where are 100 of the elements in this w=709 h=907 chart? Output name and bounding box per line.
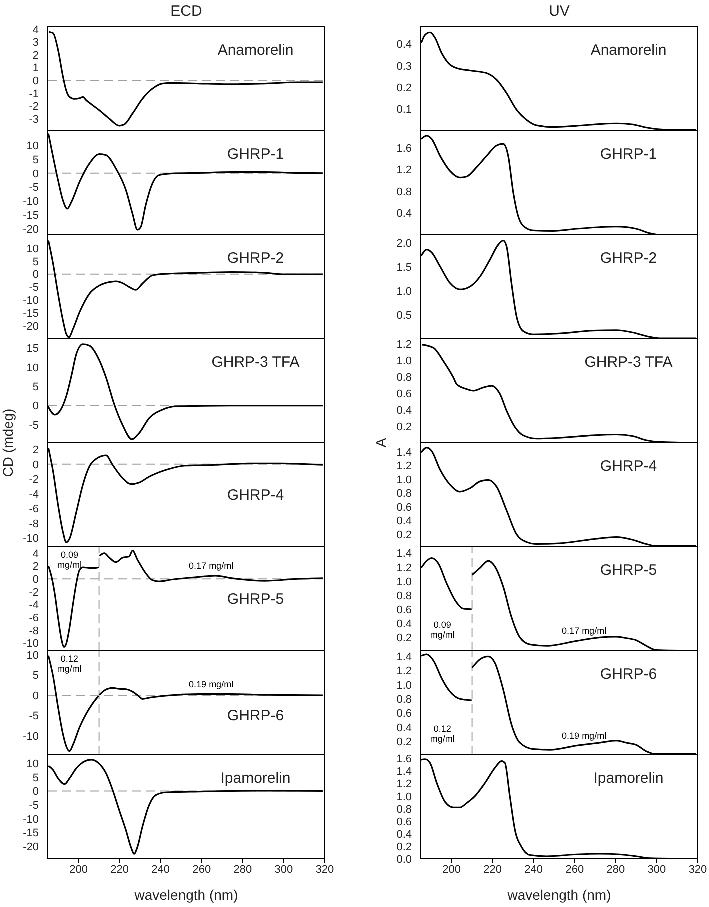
series-label: 0.12 mg/ml [57, 654, 82, 674]
y-tick-label: 0.6 [396, 502, 412, 514]
y-tick-label: 1.4 [396, 446, 412, 459]
y-tick-label: -10 [23, 730, 39, 743]
y-tick-label: 0.4 [396, 828, 412, 841]
y-tick-label: 1.4 [396, 766, 412, 778]
y-tick-label: 1.0 [396, 286, 412, 298]
y-tick-label: 4 [32, 24, 39, 36]
annotation: GHRP-2 [227, 250, 284, 267]
y-tick-label: -15 [23, 210, 39, 222]
y-tick-label: -20 [23, 841, 39, 854]
annotation: Anamorelin [218, 42, 294, 59]
x-tick-label: 240 [152, 864, 170, 876]
y-tick-label: 5 [32, 670, 39, 682]
y-tick-label: -10 [23, 196, 39, 208]
x-tick-label: 200 [442, 864, 461, 876]
annotation: Ipamorelin [594, 770, 664, 787]
y-tick-label: 0.8 [396, 372, 412, 384]
y-tick-label: 1.2 [396, 562, 412, 574]
y-tick-label: 1.0 [396, 576, 412, 588]
y-tick-label: 0.8 [396, 186, 412, 198]
y-tick-label: 3 [32, 37, 39, 50]
series-label: 0.09 mg/ml [58, 550, 82, 570]
y-tick-label: 10 [26, 758, 39, 770]
y-tick-label: 1.0 [396, 791, 412, 804]
annotation: GHRP-6 [227, 707, 284, 724]
y-tick-label: -2 [29, 586, 39, 599]
y-tick-label: 1.6 [396, 142, 412, 155]
y-tick-label: -2 [29, 474, 39, 486]
x-tick-label: 220 [484, 864, 502, 876]
y-tick-label: -15 [23, 828, 39, 840]
y-axis-title: CD (mdeg) [0, 408, 16, 478]
y-tick-label: -3 [29, 114, 39, 126]
y-tick-label: -20 [23, 320, 39, 333]
text: 0.12 mg/ml [430, 724, 455, 744]
y-tick-label: 0 [32, 168, 39, 180]
y-tick-label: 0.2 [396, 841, 412, 854]
x-tick-label: 220 [110, 864, 129, 876]
annotation: GHRP-1 [227, 146, 284, 163]
x-tick-label: 280 [606, 864, 626, 876]
y-tick-label: 0.4 [396, 208, 412, 220]
y-tick-label: 0.5 [396, 310, 412, 322]
y-tick-label: -10 [23, 814, 39, 826]
y-tick-label: 2 [32, 444, 39, 457]
y-tick-label: 0.8 [396, 694, 412, 706]
y-tick-label: 0 [32, 786, 39, 798]
y-tick-label: 5 [32, 154, 39, 166]
y-tick-label: 5 [32, 381, 39, 394]
y-tick-label: 0.8 [396, 488, 412, 500]
y-tick-label: 1.0 [396, 474, 412, 486]
y-tick-label: -1 [29, 88, 39, 100]
annotation: Anamorelin [590, 42, 667, 59]
y-tick-label: 2 [32, 50, 39, 62]
y-tick-label: 0.2 [396, 82, 412, 95]
y-tick-label: 1.2 [396, 460, 412, 473]
y-tick-label: -15 [23, 308, 39, 320]
y-tick-label: 1.2 [396, 666, 412, 678]
y-tick-label: 0.6 [396, 708, 412, 720]
y-tick-label: -5 [29, 710, 39, 723]
x-tick-label: 260 [192, 864, 212, 876]
y-tick-label: -2 [29, 101, 39, 114]
y-tick-label: 0.6 [396, 816, 412, 828]
y-tick-label: 1.6 [396, 754, 412, 766]
series-label: 0.19 mg/ml [189, 679, 234, 690]
y-tick-label: 5 [32, 256, 39, 268]
y-tick-label: 0.1 [396, 104, 412, 116]
y-tick-label: 0.2 [396, 421, 412, 434]
y-tick-label: 10 [26, 140, 39, 153]
x-tick-label: 320 [688, 864, 708, 876]
x-tick-label: 300 [648, 864, 666, 876]
y-tick-label: 10 [26, 243, 39, 256]
y-tick-label: -10 [23, 638, 39, 650]
series-label: 0.19 mg/ml [562, 730, 607, 741]
annotation: GHRP-6 [600, 666, 658, 683]
y-tick-label: 1 [32, 62, 39, 75]
x-tick-label: 200 [70, 864, 88, 876]
series-label: 0.17 mg/ml [562, 626, 607, 636]
y-tick-label: -6 [29, 504, 39, 516]
annotation: GHRP-1 [600, 146, 658, 163]
y-tick-label: 1.5 [396, 262, 412, 274]
y-tick-label: -5 [29, 420, 39, 432]
y-tick-label: 0.4 [396, 618, 412, 630]
y-tick-label: 1.0 [396, 355, 412, 368]
x-tick-label: 280 [234, 864, 252, 876]
y-tick-label: -20 [23, 224, 39, 236]
annotation: GHRP-5 [227, 591, 284, 608]
y-tick-label: 0 [32, 269, 39, 282]
y-tick-label: 0.4 [396, 516, 412, 528]
y-tick-label: 0 [32, 400, 39, 413]
y-tick-label: 0.8 [396, 804, 412, 816]
annotation: GHRP-5 [600, 562, 658, 579]
y-tick-label: 15 [26, 343, 39, 356]
annotation: GHRP-3 TFA [584, 354, 673, 371]
x-tick-label: 320 [316, 864, 334, 876]
y-tick-label: 0.4 [396, 404, 412, 417]
y-tick-label: 0.2 [396, 530, 412, 542]
y-tick-label: 0 [32, 690, 39, 702]
y-tick-label: 2.0 [396, 238, 412, 250]
y-tick-label: 1.2 [396, 338, 412, 351]
y-tick-label: -10 [23, 533, 39, 546]
